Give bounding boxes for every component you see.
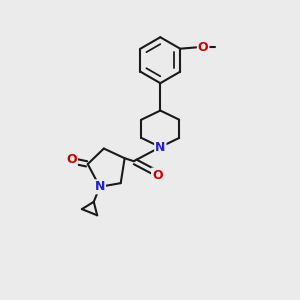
Text: N: N	[94, 180, 105, 193]
Text: O: O	[152, 169, 163, 182]
Text: O: O	[66, 153, 77, 166]
Text: N: N	[155, 141, 166, 154]
Text: O: O	[198, 41, 208, 54]
